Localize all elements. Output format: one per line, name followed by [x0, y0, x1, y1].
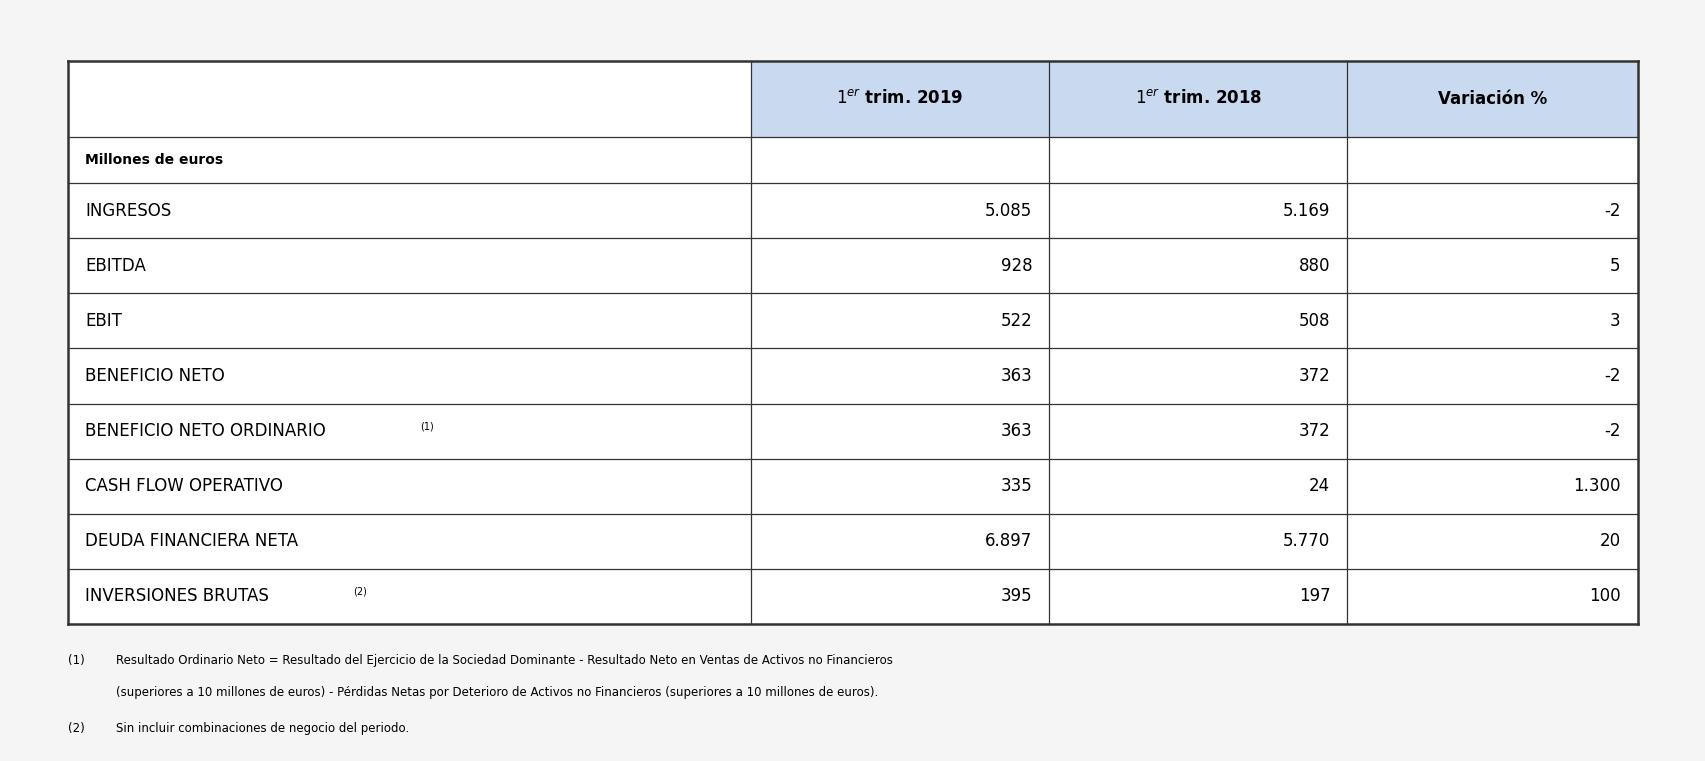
Text: (2): (2): [68, 722, 85, 735]
Text: BENEFICIO NETO: BENEFICIO NETO: [85, 367, 225, 385]
Text: 522: 522: [999, 312, 1032, 330]
Text: EBIT: EBIT: [85, 312, 123, 330]
Text: 335: 335: [999, 477, 1032, 495]
Text: $1^{er}$ trim. 2018: $1^{er}$ trim. 2018: [1134, 90, 1262, 108]
Text: 3: 3: [1610, 312, 1620, 330]
Text: CASH FLOW OPERATIVO: CASH FLOW OPERATIVO: [85, 477, 283, 495]
Text: (2): (2): [353, 587, 367, 597]
Text: 508: 508: [1298, 312, 1330, 330]
Text: BENEFICIO NETO ORDINARIO: BENEFICIO NETO ORDINARIO: [85, 422, 326, 440]
Text: 20: 20: [1599, 533, 1620, 550]
Text: 5.085: 5.085: [984, 202, 1032, 220]
Text: (1): (1): [419, 422, 433, 431]
Text: 880: 880: [1298, 256, 1330, 275]
Text: -2: -2: [1603, 422, 1620, 440]
Text: 6.897: 6.897: [984, 533, 1032, 550]
Text: 5.169: 5.169: [1282, 202, 1330, 220]
Text: -2: -2: [1603, 367, 1620, 385]
Text: (1): (1): [68, 654, 85, 667]
Text: INGRESOS: INGRESOS: [85, 202, 172, 220]
Bar: [750, 61, 1049, 137]
Text: Resultado Ordinario Neto = Resultado del Ejercicio de la Sociedad Dominante - Re: Resultado Ordinario Neto = Resultado del…: [116, 654, 892, 667]
Text: (superiores a 10 millones de euros) - Pérdidas Netas por Deterioro de Activos no: (superiores a 10 millones de euros) - Pé…: [116, 686, 878, 699]
Text: 363: 363: [999, 422, 1032, 440]
Bar: [68, 61, 1637, 624]
Text: 5.770: 5.770: [1282, 533, 1330, 550]
Text: EBITDA: EBITDA: [85, 256, 147, 275]
Text: 197: 197: [1298, 587, 1330, 606]
Text: 5: 5: [1610, 256, 1620, 275]
Text: INVERSIONES BRUTAS: INVERSIONES BRUTAS: [85, 587, 269, 606]
Bar: [1347, 61, 1637, 137]
Text: -2: -2: [1603, 202, 1620, 220]
Text: 1.300: 1.300: [1572, 477, 1620, 495]
Text: 372: 372: [1298, 367, 1330, 385]
Text: 363: 363: [999, 367, 1032, 385]
Text: Sin incluir combinaciones de negocio del periodo.: Sin incluir combinaciones de negocio del…: [116, 722, 409, 735]
Bar: [68, 61, 750, 137]
Text: Millones de euros: Millones de euros: [85, 153, 223, 167]
Text: DEUDA FINANCIERA NETA: DEUDA FINANCIERA NETA: [85, 533, 298, 550]
Text: Variación %: Variación %: [1437, 90, 1546, 108]
Text: 100: 100: [1587, 587, 1620, 606]
Text: 395: 395: [999, 587, 1032, 606]
Text: 928: 928: [999, 256, 1032, 275]
Text: 24: 24: [1308, 477, 1330, 495]
Text: 372: 372: [1298, 422, 1330, 440]
Bar: [1049, 61, 1347, 137]
Text: $1^{er}$ trim. 2019: $1^{er}$ trim. 2019: [835, 90, 963, 108]
